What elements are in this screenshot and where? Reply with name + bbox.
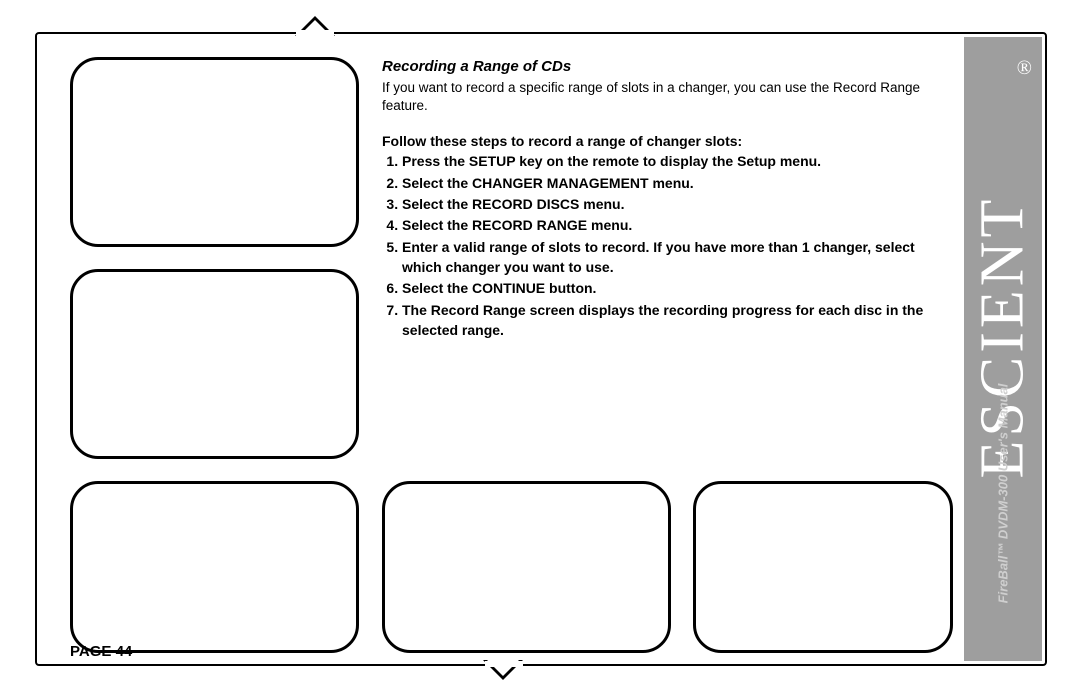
steps-list: Press the SETUP key on the remote to dis… [382, 151, 957, 340]
step-item: Select the RECORD DISCS menu. [402, 194, 957, 214]
placeholder-box [70, 57, 359, 247]
placeholder-box [70, 481, 359, 653]
body-content: Recording a Range of CDs If you want to … [382, 58, 957, 341]
registered-mark: ® [1017, 57, 1032, 80]
frame-notch-top-mask [296, 30, 334, 36]
step-item: Enter a valid range of slots to record. … [402, 237, 957, 278]
brand-subtitle: FireBall™ DVDM-300 User's Manual [996, 384, 1011, 604]
step-item: Press the SETUP key on the remote to dis… [402, 151, 957, 171]
section-intro: If you want to record a specific range o… [382, 79, 957, 115]
step-item: Select the RECORD RANGE menu. [402, 215, 957, 235]
placeholder-box [70, 269, 359, 459]
page-number: PAGE 44 [70, 643, 132, 660]
placeholder-box [382, 481, 671, 653]
frame-notch-bottom-mask [485, 661, 523, 667]
step-item: Select the CHANGER MANAGEMENT menu. [402, 173, 957, 193]
brand-sidebar: ® ESCIENT FireBall™ DVDM-300 User's Manu… [964, 37, 1042, 661]
step-item: The Record Range screen displays the rec… [402, 300, 957, 341]
step-item: Select the CONTINUE button. [402, 278, 957, 298]
section-title: Recording a Range of CDs [382, 58, 957, 75]
page-frame: ® ESCIENT FireBall™ DVDM-300 User's Manu… [35, 32, 1047, 666]
steps-heading: Follow these steps to record a range of … [382, 133, 957, 149]
placeholder-box [693, 481, 953, 653]
